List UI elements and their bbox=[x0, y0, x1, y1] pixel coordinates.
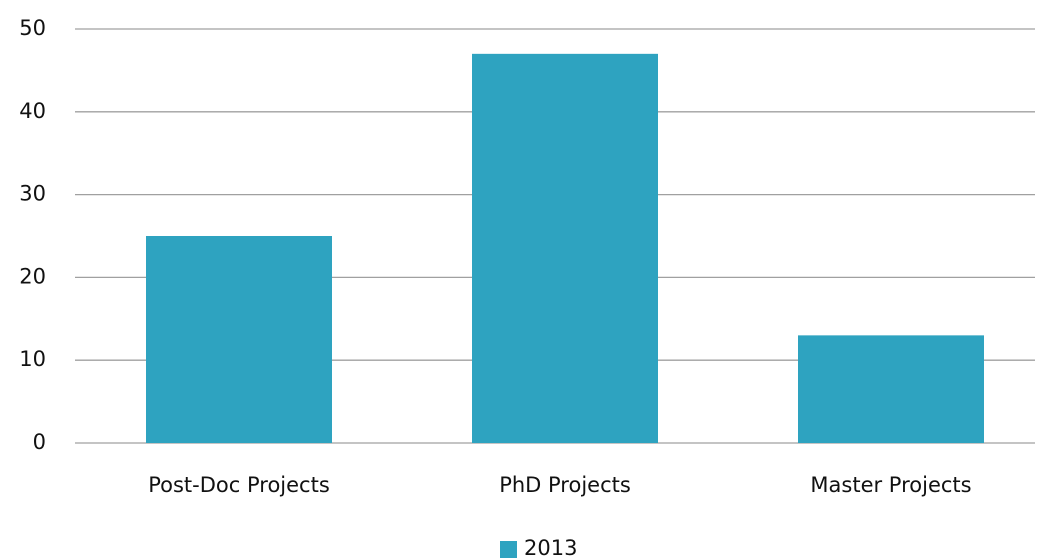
bar bbox=[798, 335, 984, 443]
y-tick-label: 0 bbox=[33, 430, 46, 454]
legend-swatch bbox=[500, 541, 517, 558]
legend-label: 2013 bbox=[524, 536, 577, 559]
y-tick-label: 20 bbox=[19, 264, 46, 288]
x-tick-label: Master Projects bbox=[810, 473, 971, 497]
x-tick-label: PhD Projects bbox=[499, 473, 631, 497]
y-tick-label: 30 bbox=[19, 182, 46, 206]
x-tick-label: Post-Doc Projects bbox=[148, 473, 330, 497]
bar bbox=[472, 53, 658, 444]
bar bbox=[146, 236, 332, 443]
y-tick-label: 10 bbox=[19, 347, 46, 371]
y-tick-label: 40 bbox=[19, 99, 46, 123]
y-tick-label: 50 bbox=[19, 16, 46, 40]
